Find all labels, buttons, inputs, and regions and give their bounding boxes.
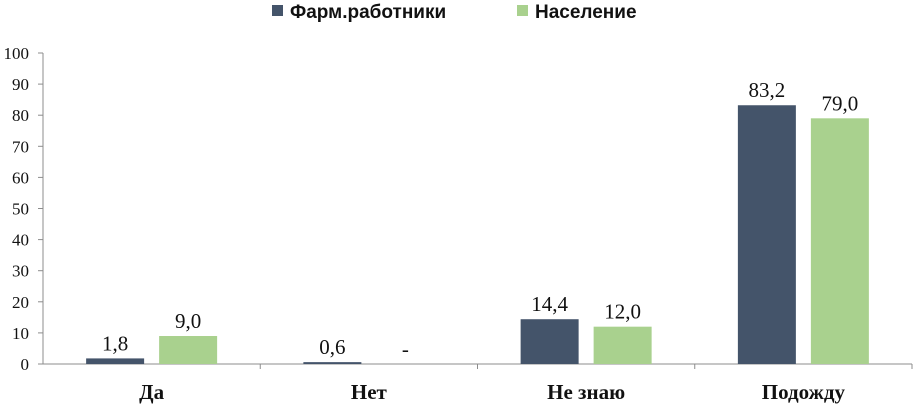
y-tick-label: 100 bbox=[4, 44, 30, 63]
bar bbox=[593, 326, 652, 364]
data-label: 14,4 bbox=[531, 292, 568, 316]
data-label: - bbox=[402, 337, 409, 361]
y-tick-label: 20 bbox=[12, 293, 29, 312]
y-tick-label: 50 bbox=[12, 200, 29, 219]
axes: 0 10 20 30 40 50 60 70 80 90 100 Да Нет Не знаю Подожд… bbox=[4, 44, 913, 404]
data-label: 1,8 bbox=[102, 331, 128, 355]
data-label: 83,2 bbox=[749, 78, 786, 102]
y-tick-label: 40 bbox=[12, 231, 29, 250]
data-label: 9,0 bbox=[175, 309, 201, 333]
bars bbox=[86, 105, 869, 365]
legend-label-pharm-workers: Фарм.работники bbox=[290, 2, 446, 23]
data-label: 79,0 bbox=[822, 91, 859, 115]
bar bbox=[303, 362, 362, 364]
x-tick-label: Да bbox=[139, 380, 164, 404]
bar bbox=[520, 319, 579, 364]
y-tick-label: 30 bbox=[12, 262, 29, 281]
y-tick-label: 0 bbox=[21, 355, 30, 374]
x-tick-label: Не знаю bbox=[547, 380, 625, 404]
chart-legend: Фарм.работники Население bbox=[272, 2, 637, 23]
data-labels: 1,8 9,0 0,6 - 14,4 12,0 83,2 79,0 bbox=[102, 78, 858, 361]
y-tick-label: 60 bbox=[12, 168, 29, 187]
bar bbox=[810, 118, 869, 364]
y-tick-label: 70 bbox=[12, 137, 29, 156]
y-tick-label: 90 bbox=[12, 75, 29, 94]
legend-swatch-population bbox=[517, 5, 528, 16]
bar bbox=[737, 105, 796, 365]
x-tick-label: Подожду bbox=[762, 380, 846, 404]
y-tick-label: 10 bbox=[12, 324, 29, 343]
legend-swatch-pharm-workers bbox=[272, 5, 283, 16]
data-label: 12,0 bbox=[604, 300, 641, 324]
bar bbox=[159, 336, 218, 364]
legend-label-population: Население bbox=[535, 2, 637, 23]
bar bbox=[86, 358, 145, 364]
data-label: 0,6 bbox=[319, 335, 345, 359]
x-tick-label: Нет bbox=[351, 380, 388, 404]
y-tick-label: 80 bbox=[12, 106, 29, 125]
